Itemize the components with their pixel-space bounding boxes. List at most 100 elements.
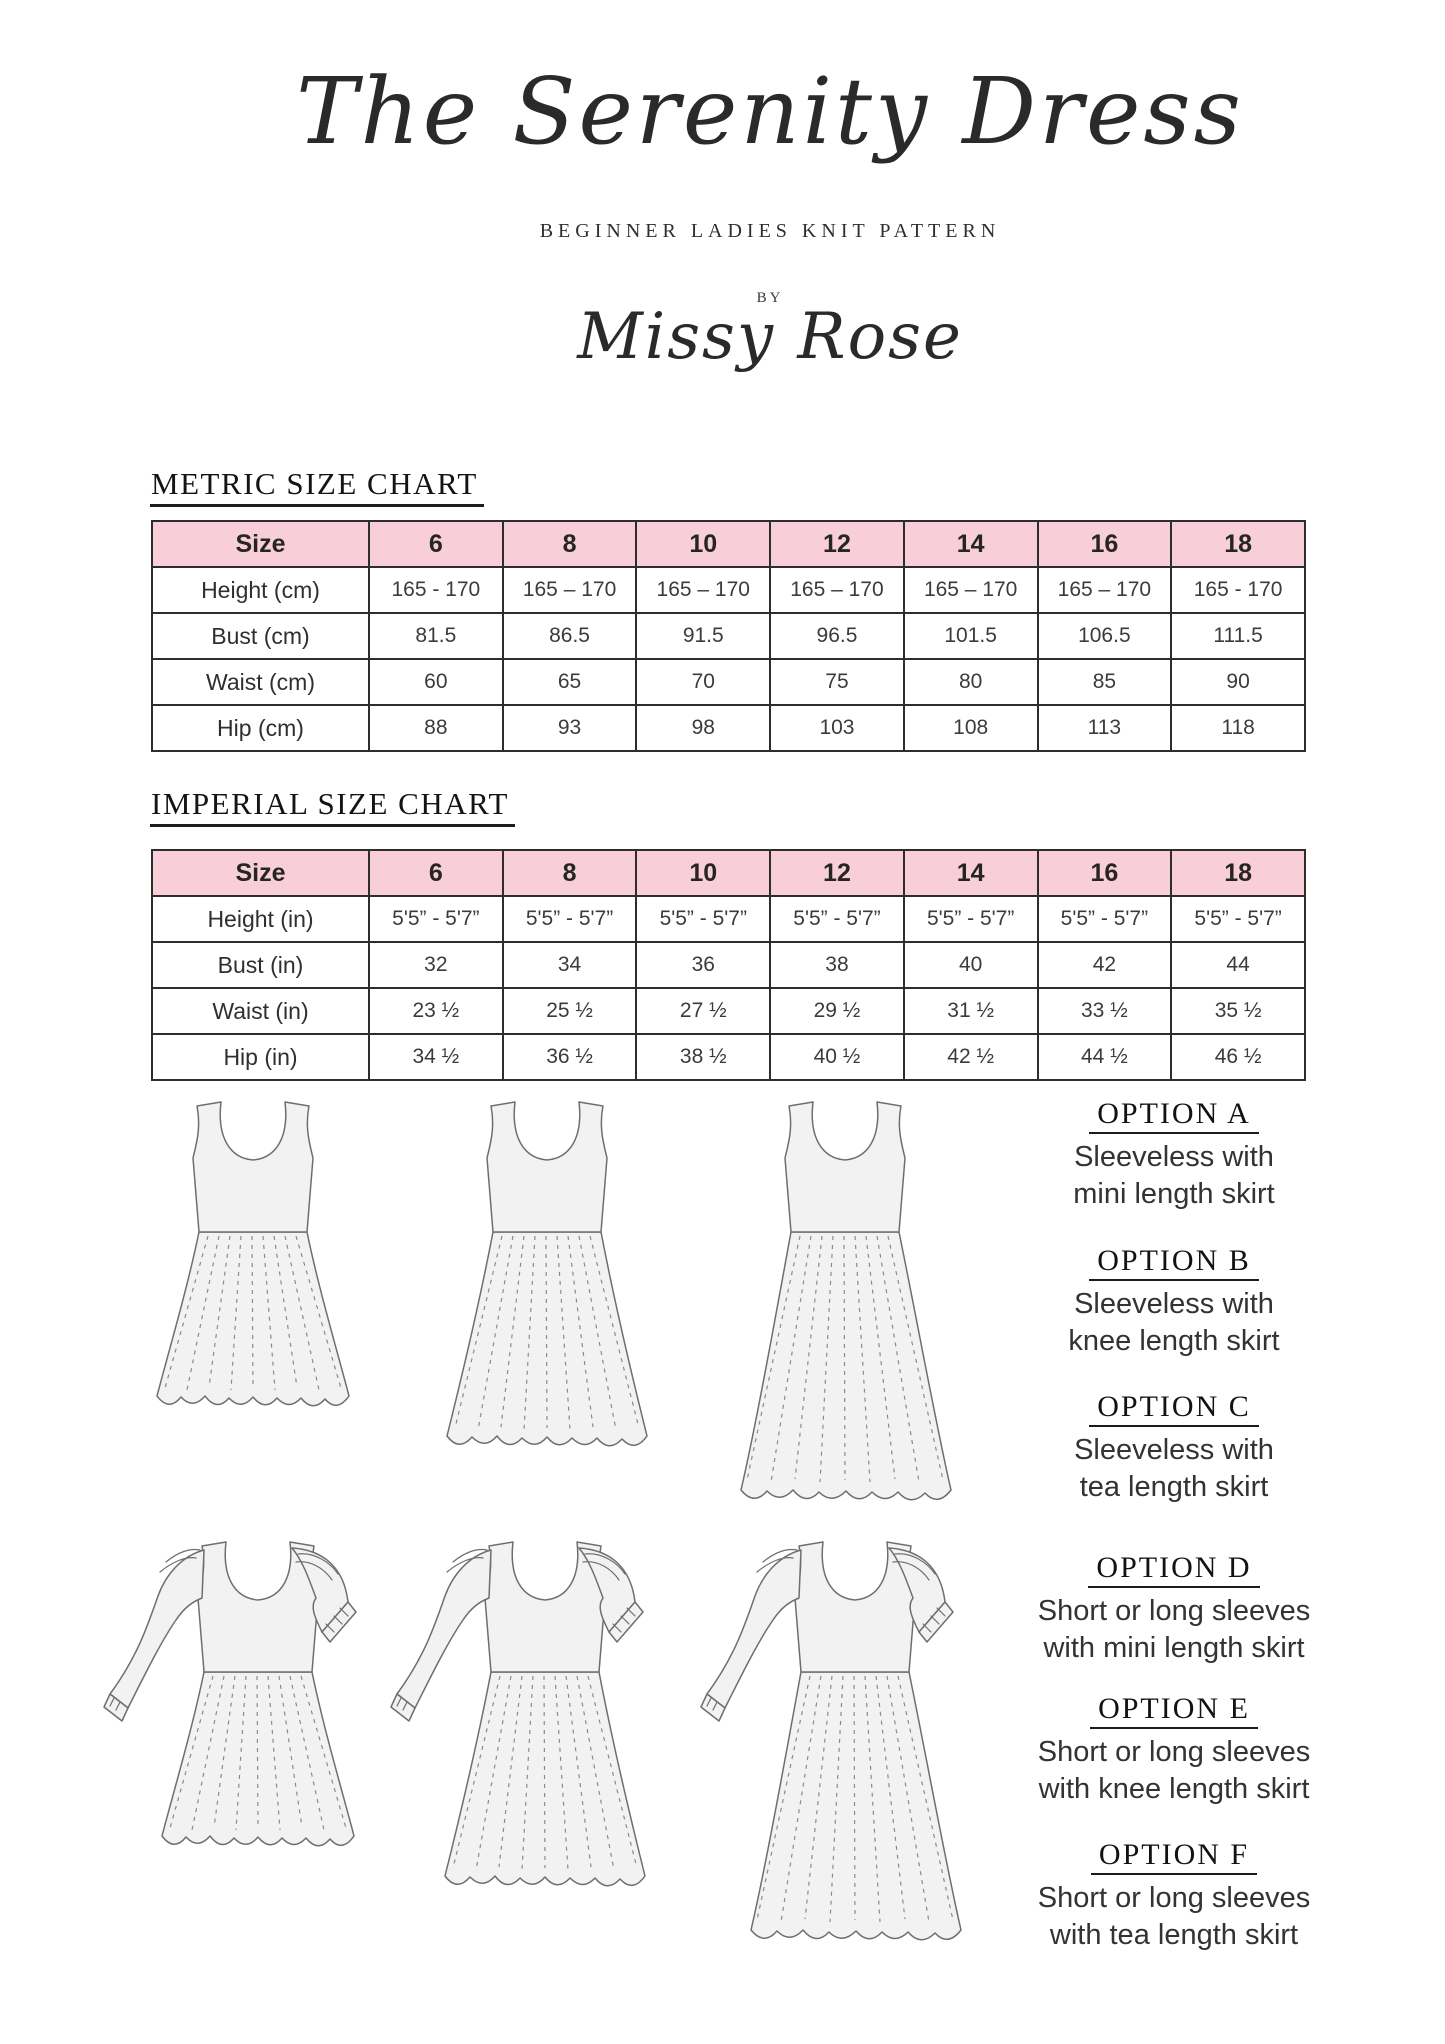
table-cell: 90 xyxy=(1170,658,1306,706)
table-cell: 98 xyxy=(635,704,772,752)
header-row: Size 6 8 10 12 14 16 18 xyxy=(151,849,1306,897)
table-cell: 46 ½ xyxy=(1170,1033,1306,1081)
table-cell: 103 xyxy=(769,704,905,752)
option-c-description-line: Sleeveless with xyxy=(1074,1434,1274,1466)
table-cell: 5'5” - 5'7” xyxy=(635,895,772,943)
table-row: Bust (in) 32 34 36 38 40 42 44 xyxy=(151,941,1306,989)
option-f-description-line: with tea length skirt xyxy=(1049,1919,1299,1951)
table-row: Waist (in) 23 ½ 25 ½ 27 ½ 29 ½ 31 ½ 33 ½ 35 ½ xyxy=(151,987,1306,1035)
column-header: 16 xyxy=(1036,849,1173,897)
option-b-heading: OPTION B xyxy=(1089,1244,1259,1281)
table-cell: 36 xyxy=(635,941,772,989)
table-cell: 108 xyxy=(902,704,1039,752)
table-cell: 60 xyxy=(368,658,504,706)
table-cell: 118 xyxy=(1170,704,1306,752)
table-cell: 34 xyxy=(501,941,638,989)
column-header: 6 xyxy=(368,520,504,568)
metric-chart-heading: METRIC SIZE CHART xyxy=(150,466,484,507)
table-cell: 5'5” - 5'7” xyxy=(1036,895,1173,943)
header-row: Size 6 8 10 12 14 16 18 xyxy=(151,520,1306,568)
column-header: 14 xyxy=(902,520,1039,568)
table-cell: 106.5 xyxy=(1036,612,1173,660)
table-cell: 75 xyxy=(769,658,905,706)
option-e-description-line: with knee length skirt xyxy=(1038,1773,1310,1805)
row-label: Waist (cm) xyxy=(151,658,370,706)
table-cell: 86.5 xyxy=(501,612,638,660)
column-header: Size xyxy=(151,520,370,568)
option-c-heading: OPTION C xyxy=(1089,1390,1259,1427)
table-row: Height (in) 5'5” - 5'7” 5'5” - 5'7” 5'5” - … xyxy=(151,895,1306,943)
table-cell: 165 - 170 xyxy=(368,566,504,614)
table-cell: 38 xyxy=(769,941,905,989)
table-cell: 29 ½ xyxy=(769,987,905,1035)
option-a-heading: OPTION A xyxy=(1089,1097,1259,1134)
column-header: 8 xyxy=(501,520,638,568)
table-cell: 44 ½ xyxy=(1036,1033,1173,1081)
table-cell: 31 ½ xyxy=(902,987,1039,1035)
column-header: 8 xyxy=(501,849,638,897)
table-cell: 88 xyxy=(368,704,504,752)
row-label: Bust (cm) xyxy=(151,612,370,660)
table-cell: 23 ½ xyxy=(368,987,504,1035)
table-cell: 32 xyxy=(368,941,504,989)
page-subtitle: BEGINNER LADIES KNIT PATTERN xyxy=(539,220,1001,242)
column-header: 12 xyxy=(769,849,905,897)
option-d-heading: OPTION D xyxy=(1088,1551,1260,1588)
dress-illustration-option-b-sleeveless-knee xyxy=(446,1101,648,1447)
column-header: 10 xyxy=(635,520,772,568)
table-cell: 36 ½ xyxy=(501,1033,638,1081)
table-cell: 35 ½ xyxy=(1170,987,1306,1035)
table-cell: 93 xyxy=(501,704,638,752)
column-header: 18 xyxy=(1170,849,1306,897)
option-d-description-line: Short or long sleeves xyxy=(1037,1595,1311,1627)
table-cell: 40 xyxy=(902,941,1039,989)
table-row: Waist (cm) 60 65 70 75 80 85 90 xyxy=(151,658,1306,706)
row-label: Height (in) xyxy=(151,895,370,943)
option-b-block: OPTION B Sleeveless with knee length ski… xyxy=(1000,1244,1348,1360)
row-label: Hip (in) xyxy=(151,1033,370,1081)
table-row: Height (cm) 165 - 170 165 – 170 165 – 170 16… xyxy=(151,566,1306,614)
dress-illustration-option-f-sleeved-tea xyxy=(700,1541,962,1941)
column-header: 12 xyxy=(769,520,905,568)
table-cell: 5'5” - 5'7” xyxy=(501,895,638,943)
option-f-block: OPTION F Short or long sleeves with tea … xyxy=(1000,1838,1348,1954)
row-label: Waist (in) xyxy=(151,987,370,1035)
table-cell: 165 – 170 xyxy=(1036,566,1173,614)
dress-illustration-option-d-sleeved-mini xyxy=(103,1541,357,1847)
column-header: 6 xyxy=(368,849,504,897)
table-cell: 65 xyxy=(501,658,638,706)
table-cell: 165 – 170 xyxy=(501,566,638,614)
table-cell: 5'5” - 5'7” xyxy=(368,895,504,943)
option-f-description-line: Short or long sleeves xyxy=(1037,1882,1311,1914)
table-cell: 81.5 xyxy=(368,612,504,660)
table-cell: 85 xyxy=(1036,658,1173,706)
option-d-description-line: with mini length skirt xyxy=(1043,1632,1305,1664)
option-e-description-line: Short or long sleeves xyxy=(1037,1736,1311,1768)
option-e-heading: OPTION E xyxy=(1090,1692,1258,1729)
table-cell: 25 ½ xyxy=(501,987,638,1035)
table-cell: 165 – 170 xyxy=(769,566,905,614)
dress-illustration-option-a-sleeveless-mini xyxy=(156,1101,350,1407)
table-row: Bust (cm) 81.5 86.5 91.5 96.5 101.5 106.5 111.5 xyxy=(151,612,1306,660)
table-cell: 42 xyxy=(1036,941,1173,989)
table-cell: 70 xyxy=(635,658,772,706)
table-cell: 5'5” - 5'7” xyxy=(902,895,1039,943)
table-cell: 101.5 xyxy=(902,612,1039,660)
table-cell: 27 ½ xyxy=(635,987,772,1035)
author-name: Missy Rose xyxy=(577,300,963,374)
option-f-heading: OPTION F xyxy=(1090,1838,1258,1875)
table-cell: 5'5” - 5'7” xyxy=(1170,895,1306,943)
table-cell: 5'5” - 5'7” xyxy=(769,895,905,943)
table-cell: 34 ½ xyxy=(368,1033,504,1081)
option-b-description-line: knee length skirt xyxy=(1068,1325,1280,1357)
table-row: Hip (cm) 88 93 98 103 108 113 118 xyxy=(151,704,1306,752)
table-cell: 42 ½ xyxy=(902,1033,1039,1081)
row-label: Hip (cm) xyxy=(151,704,370,752)
table-cell: 165 – 170 xyxy=(635,566,772,614)
column-header: Size xyxy=(151,849,370,897)
table-row: Hip (in) 34 ½ 36 ½ 38 ½ 40 ½ 42 ½ 44 ½ 46 ½ xyxy=(151,1033,1306,1081)
metric-size-table: Size 6 8 10 12 14 16 18 Height (cm) 165 - 170 165 … xyxy=(151,520,1306,752)
table-cell: 111.5 xyxy=(1170,612,1306,660)
option-c-description-line: tea length skirt xyxy=(1079,1471,1269,1503)
